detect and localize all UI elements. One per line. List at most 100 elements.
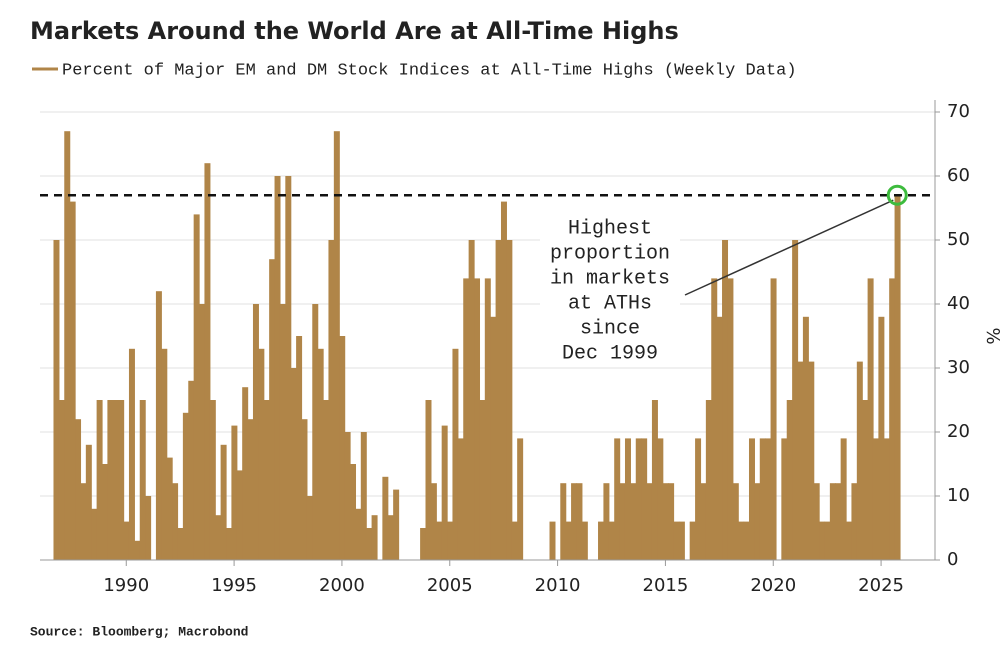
bar: [75, 419, 82, 560]
bar: [802, 316, 809, 560]
bar: [123, 521, 130, 560]
bar: [441, 425, 448, 560]
bar: [889, 278, 896, 560]
bar: [565, 521, 572, 560]
annotation-bg: [540, 240, 680, 265]
bar: [360, 432, 367, 560]
bar: [161, 348, 168, 560]
bar: [355, 508, 362, 560]
annotation-text: proportion: [550, 242, 670, 265]
bar: [883, 438, 890, 560]
bar: [635, 438, 642, 560]
bar: [867, 278, 874, 560]
x-tick-label: 2000: [319, 575, 365, 596]
annotation-text: in markets: [550, 267, 670, 290]
source: Source: Bloomberg; Macrobond: [30, 624, 248, 639]
bar: [490, 316, 497, 560]
y-tick-label: 10: [947, 485, 970, 506]
bar: [118, 400, 125, 560]
bar: [328, 240, 335, 560]
bar: [350, 464, 357, 560]
bar: [662, 483, 669, 560]
bar: [738, 521, 745, 560]
annotation-bg: [540, 290, 680, 315]
bar: [69, 201, 76, 560]
x-tick-label: 2005: [427, 575, 473, 596]
bar: [878, 316, 885, 560]
bar: [53, 240, 60, 560]
bar: [673, 521, 680, 560]
bar: [689, 521, 696, 560]
bar: [139, 400, 146, 560]
annotation-text: since: [580, 317, 640, 340]
bar: [393, 489, 400, 560]
x-tick-label: 2025: [858, 575, 904, 596]
bar: [484, 278, 491, 560]
bar: [269, 259, 276, 560]
bar: [603, 483, 610, 560]
bar: [700, 483, 707, 560]
x-tick-label: 2015: [643, 575, 689, 596]
bar: [193, 214, 200, 560]
bar: [829, 483, 836, 560]
bar: [231, 425, 238, 560]
bar: [641, 438, 648, 560]
bar: [759, 438, 766, 560]
y-tick-label: 70: [947, 101, 970, 122]
annotation-text: Dec 1999: [562, 342, 658, 365]
bar: [182, 412, 189, 560]
bar: [296, 336, 303, 560]
bar: [366, 528, 373, 560]
bar: [172, 483, 179, 560]
x-tick-label: 2010: [535, 575, 581, 596]
bar: [781, 438, 788, 560]
y-axis-label: %: [982, 327, 1003, 344]
bar: [517, 438, 524, 560]
bar: [274, 176, 281, 560]
bar: [716, 316, 723, 560]
bar: [668, 483, 675, 560]
bar: [856, 361, 863, 560]
bar: [651, 400, 658, 560]
y-tick-label: 30: [947, 357, 970, 378]
bar: [819, 521, 826, 560]
chart-title: Markets Around the World Are at All-Time…: [30, 17, 679, 45]
bar: [236, 470, 243, 560]
bar: [786, 400, 793, 560]
bar: [765, 438, 772, 560]
bar: [792, 240, 799, 560]
bar: [479, 400, 486, 560]
y-tick-label: 20: [947, 421, 970, 442]
bar: [102, 464, 108, 560]
bar: [571, 483, 578, 560]
bar: [215, 515, 222, 560]
bar: [220, 444, 227, 560]
annotation-text: at ATHs: [568, 292, 652, 315]
bar: [128, 348, 135, 560]
bar: [447, 521, 454, 560]
bar: [247, 419, 254, 560]
bar: [58, 400, 65, 560]
bar: [199, 304, 206, 560]
bar: [64, 131, 71, 560]
bar: [312, 304, 319, 560]
bar: [134, 540, 141, 560]
highlight-circle: [886, 184, 908, 206]
bar: [430, 483, 437, 560]
bar: [657, 438, 664, 560]
bar: [646, 483, 653, 560]
bar: [204, 163, 211, 560]
bar: [107, 400, 114, 560]
bar: [748, 438, 755, 560]
bar: [457, 438, 464, 560]
bar: [85, 444, 92, 560]
bar: [840, 438, 847, 560]
bar: [711, 278, 718, 560]
bar: [425, 400, 432, 560]
bar: [511, 521, 518, 560]
bar: [463, 278, 470, 560]
bar: [813, 483, 820, 560]
bar: [387, 515, 394, 560]
bar: [263, 400, 270, 560]
